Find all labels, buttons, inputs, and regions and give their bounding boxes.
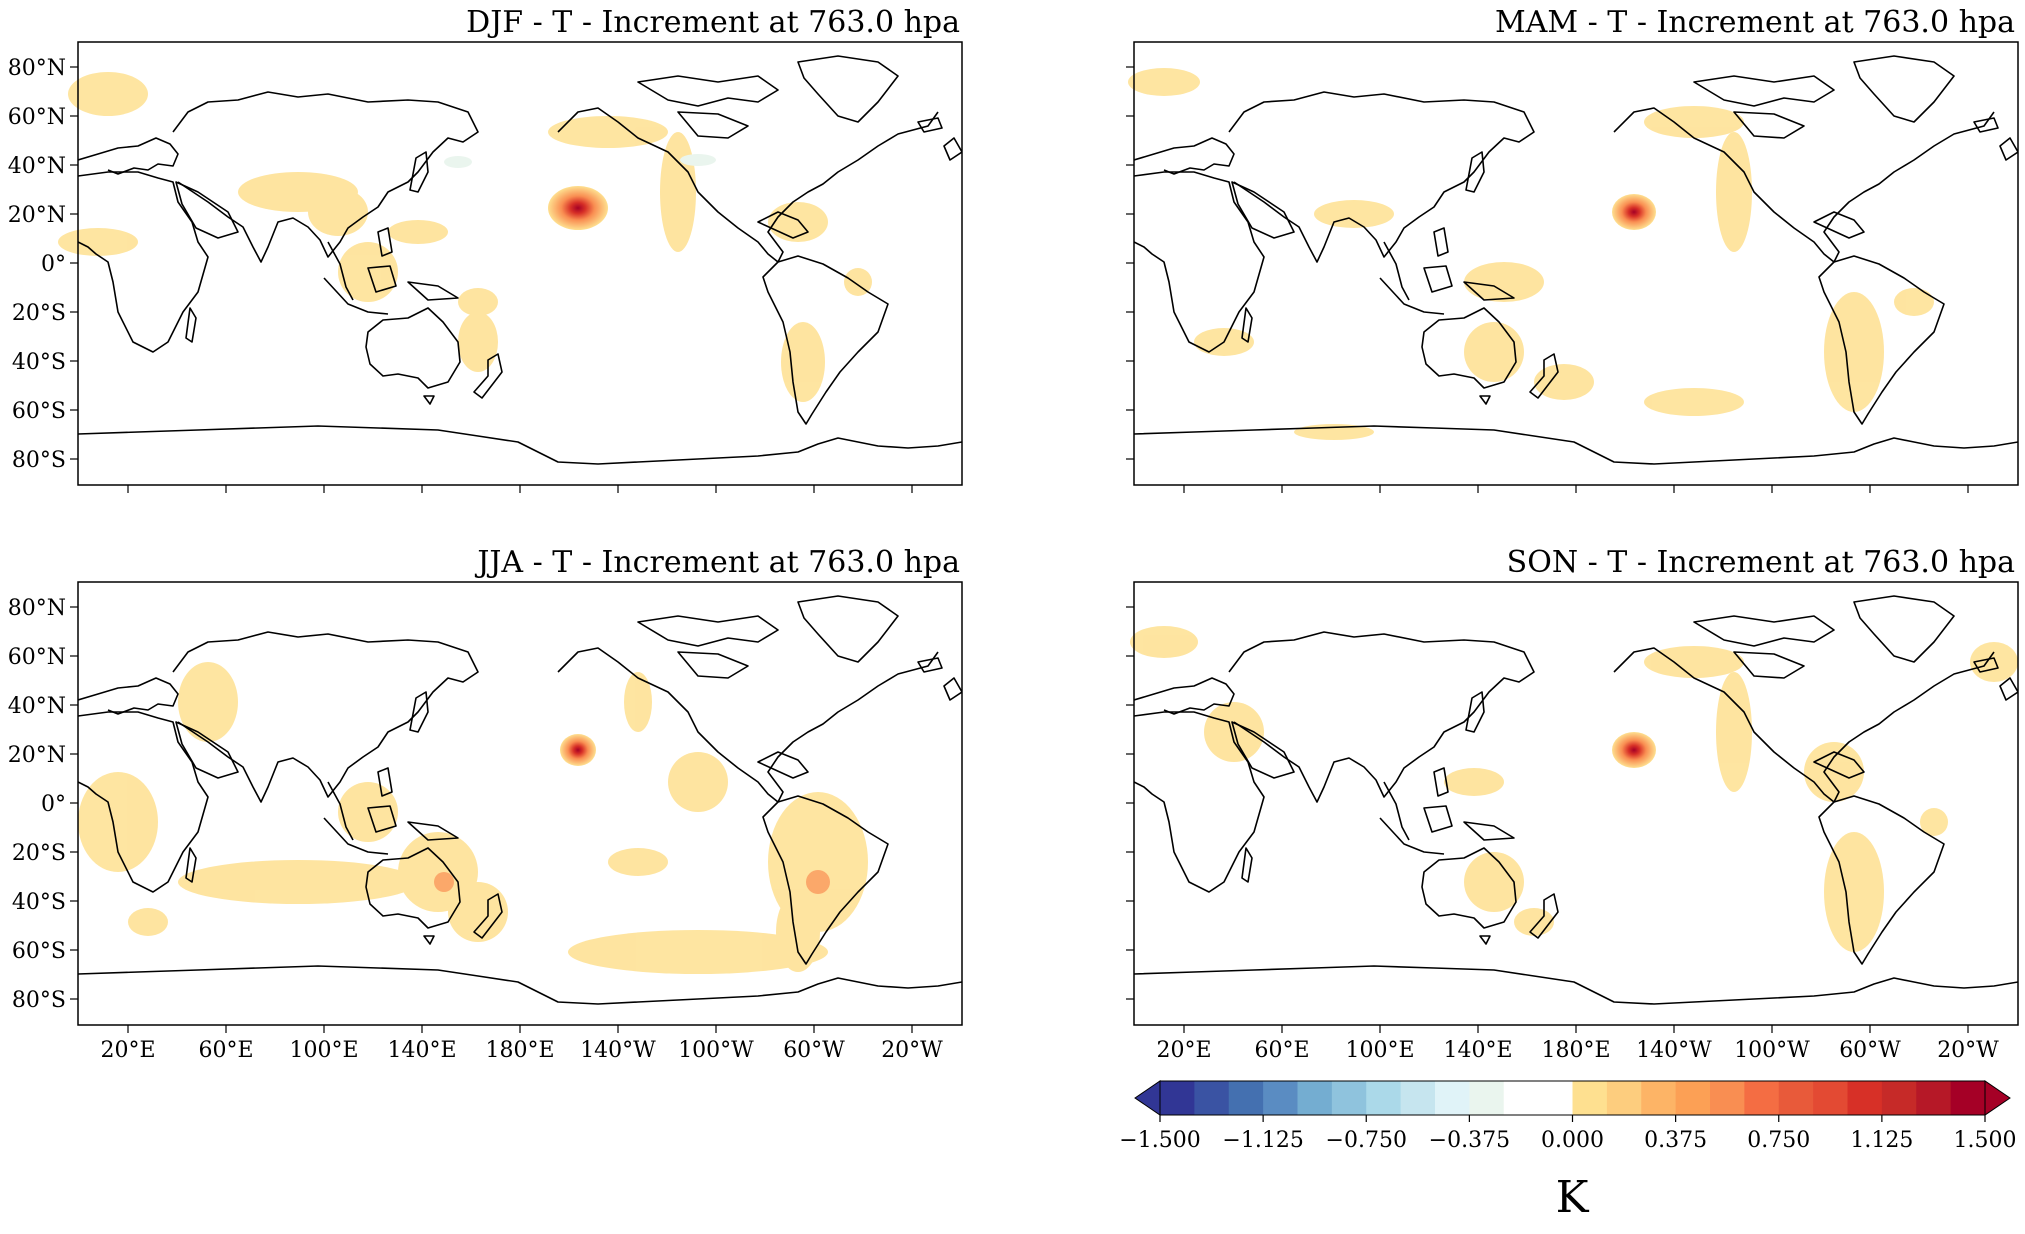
- lat-tick-label: 20°N: [8, 203, 66, 228]
- panel-title: SON - T - Increment at 763.0 hpa: [1507, 545, 2015, 580]
- colorbar-tick-label: 1.125: [1850, 1128, 1913, 1153]
- lon-tick-label: 140°W: [580, 1038, 656, 1063]
- colorbar-unit: K: [1556, 1172, 1590, 1223]
- lat-tick-label: 80°S: [12, 988, 66, 1013]
- colorbar-tick-label: 0.375: [1644, 1128, 1707, 1153]
- colorbar-cell: [1744, 1081, 1780, 1115]
- hawaii-hotspot: [548, 186, 608, 230]
- colorbar-cell: [1572, 1081, 1608, 1115]
- colorbar-cell: [1469, 1081, 1505, 1115]
- hawaii-hotspot: [1612, 194, 1656, 230]
- lat-tick-label: 60°S: [12, 939, 66, 964]
- lon-tick-label: 60°W: [1839, 1038, 1901, 1063]
- colorbar-tick-label: −0.750: [1326, 1128, 1407, 1153]
- colorbar-cell: [1228, 1081, 1264, 1115]
- hawaii-hotspot: [560, 734, 596, 766]
- colorbar-cell: [1950, 1081, 1986, 1115]
- lon-tick-label: 20°E: [100, 1038, 155, 1063]
- lon-tick-label: 180°E: [1541, 1038, 1610, 1063]
- colorbar-extend-high: [1984, 1080, 2011, 1116]
- axis-ticks: 80°N 60°N 40°N 20°N 0° 20°S 40°S 60°S 80°S 80°N 60…: [8, 56, 1999, 1063]
- colorbar-cell: [1503, 1081, 1539, 1115]
- lat-tick-label: 40°S: [12, 350, 66, 375]
- colorbar-cell: [1606, 1081, 1642, 1115]
- lat-tick-label: 40°S: [12, 890, 66, 915]
- lon-tick-label: 100°E: [289, 1038, 358, 1063]
- colorbar-tick-label: 1.500: [1954, 1128, 2017, 1153]
- colorbar-cell: [1194, 1081, 1230, 1115]
- lat-tick-label: 60°N: [8, 105, 66, 130]
- colorbar-tick-label: 0.000: [1541, 1128, 1604, 1153]
- colorbar-cell: [1297, 1081, 1333, 1115]
- colorbar-cell: [1710, 1081, 1745, 1115]
- lon-tick-label: 60°E: [1254, 1038, 1309, 1063]
- lon-tick-label: 20°W: [1937, 1038, 1999, 1063]
- lon-tick-label: 100°E: [1345, 1038, 1414, 1063]
- panel-djf: DJF - T - Increment at 763.0 hpa: [58, 5, 963, 486]
- lat-tick-label: 0°: [41, 792, 66, 817]
- colorbar-cell: [1538, 1081, 1573, 1115]
- panel-jja: JJA - T - Increment at 763.0 hpa: [77, 545, 963, 1026]
- colorbar-cell: [1778, 1081, 1814, 1115]
- lat-tick-label: 40°N: [8, 154, 66, 179]
- colorbar-cell: [1331, 1081, 1367, 1115]
- lon-tick-label: 60°W: [783, 1038, 845, 1063]
- lat-tick-label: 20°S: [12, 841, 66, 866]
- colorbar-cell: [1400, 1081, 1436, 1115]
- colorbar-tick-label: −1.500: [1119, 1128, 1200, 1153]
- lon-tick-label: 60°E: [198, 1038, 253, 1063]
- panel-title: DJF - T - Increment at 763.0 hpa: [466, 5, 960, 40]
- lon-tick-label: 100°W: [1734, 1038, 1810, 1063]
- colorbar-extend-low: [1134, 1080, 1161, 1116]
- lat-tick-label: 40°N: [8, 694, 66, 719]
- lon-tick-label: 140°E: [1443, 1038, 1512, 1063]
- lat-tick-label: 0°: [41, 252, 66, 277]
- colorbar: −1.500 −1.125 −0.750 −0.375 0.000 0.375 0.750 1…: [1119, 1080, 2017, 1223]
- lat-tick-label: 20°N: [8, 743, 66, 768]
- panel-title: JJA - T - Increment at 763.0 hpa: [474, 545, 960, 580]
- field-son: [1130, 626, 2018, 952]
- colorbar-cell: [1263, 1081, 1298, 1115]
- lat-tick-label: 60°N: [8, 645, 66, 670]
- lat-tick-label: 80°S: [12, 448, 66, 473]
- colorbar-cell: [1160, 1081, 1195, 1115]
- colorbar-tick-label: −0.375: [1429, 1128, 1510, 1153]
- colorbar-cell: [1813, 1081, 1848, 1115]
- lon-tick-label: 20°E: [1156, 1038, 1211, 1063]
- lon-tick-label: 20°W: [881, 1038, 943, 1063]
- lat-tick-label: 60°S: [12, 399, 66, 424]
- lat-tick-label: 80°N: [8, 596, 66, 621]
- colorbar-cell: [1881, 1081, 1917, 1115]
- field-jja: [78, 662, 868, 974]
- lat-tick-label: 20°S: [12, 301, 66, 326]
- field-mam: [1128, 68, 1934, 440]
- panel-mam: MAM - T - Increment at 763.0 hpa: [1128, 5, 2019, 486]
- lon-tick-label: 140°E: [387, 1038, 456, 1063]
- lon-tick-label: 140°W: [1636, 1038, 1712, 1063]
- panel-son: SON - T - Increment at 763.0 hpa: [1130, 545, 2019, 1026]
- panel-title: MAM - T - Increment at 763.0 hpa: [1495, 5, 2015, 40]
- lon-tick-label: 180°E: [485, 1038, 554, 1063]
- colorbar-cell: [1641, 1081, 1677, 1115]
- colorbar-tick-label: 0.750: [1747, 1128, 1810, 1153]
- colorbar-cell: [1675, 1081, 1711, 1115]
- colorbar-tick-label: −1.125: [1222, 1128, 1303, 1153]
- colorbar-cell: [1435, 1081, 1470, 1115]
- lat-tick-label: 80°N: [8, 56, 66, 81]
- hawaii-hotspot: [1612, 732, 1656, 768]
- colorbar-cell: [1847, 1081, 1883, 1115]
- colorbar-cell: [1916, 1081, 1952, 1115]
- colorbar-cell: [1366, 1081, 1402, 1115]
- lon-tick-label: 100°W: [678, 1038, 754, 1063]
